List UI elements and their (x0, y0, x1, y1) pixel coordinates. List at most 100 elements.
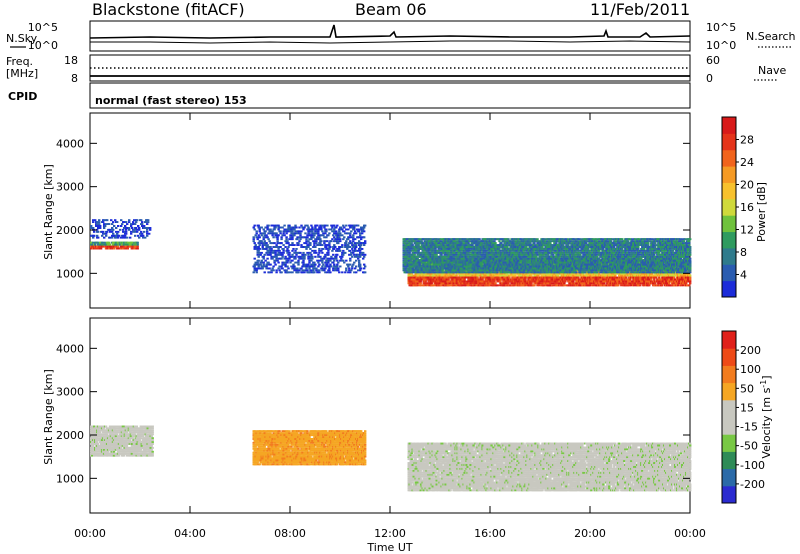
heatmap-cell (97, 237, 99, 239)
freq-tick-bottom: 8 (71, 72, 78, 85)
heatmap-cell (109, 244, 111, 246)
heatmap-cell (564, 281, 566, 283)
heatmap-cell (125, 229, 127, 231)
heatmap-cell (115, 227, 117, 229)
heatmap-cell (577, 277, 579, 279)
heatmap-cell (137, 225, 139, 227)
heatmap-cell (135, 221, 137, 223)
heatmap-cell (94, 219, 96, 221)
heatmap-cell (409, 252, 411, 254)
heatmap-cell (99, 225, 101, 227)
heatmap-cell (127, 248, 129, 250)
heatmap-cell (138, 237, 140, 239)
heatmap-cell (112, 233, 114, 235)
heatmap-cell (668, 282, 670, 284)
heatmap-cell (92, 227, 94, 229)
heatmap-cell (98, 223, 100, 225)
heatmap-cell (149, 229, 151, 231)
heatmap-cell (146, 229, 148, 231)
heatmap-cell (106, 231, 108, 233)
heatmap-cell (96, 235, 98, 237)
heatmap-cell (658, 277, 660, 279)
heatmap-cell (654, 282, 656, 284)
heatmap-cell (412, 244, 414, 246)
heatmap-cell (93, 235, 95, 237)
heatmap-cell (142, 235, 144, 237)
heatmap-cell (639, 284, 641, 286)
heatmap-cell (689, 279, 691, 281)
nave-tick-top: 60 (706, 54, 720, 67)
heatmap-cell (530, 282, 532, 284)
heatmap-cell (116, 221, 118, 223)
heatmap-cell (653, 279, 655, 281)
heatmap-cell (437, 262, 439, 264)
heatmap-cell (138, 229, 140, 231)
heatmap-cell (146, 235, 148, 237)
heatmap-cell (435, 266, 437, 268)
heatmap-cell (629, 279, 631, 281)
heatmap-cell (689, 275, 691, 277)
heatmap-cell (137, 235, 139, 237)
heatmap-cell (120, 219, 122, 221)
power-heatmap-cells (90, 219, 691, 286)
heatmap-cell (90, 225, 92, 227)
heatmap-cell (467, 242, 469, 244)
heatmap-cell (137, 244, 139, 246)
beam-title: Beam 06 (355, 0, 427, 19)
heatmap-cell (446, 268, 448, 270)
heatmap-cell (414, 254, 416, 256)
nsearch-right-tick-top: 10^5 (706, 21, 736, 34)
heatmap-cell (530, 275, 532, 277)
heatmap-cell (93, 231, 95, 233)
heatmap-cell (137, 246, 139, 248)
heatmap-cell (113, 225, 115, 227)
heatmap-cell (421, 240, 423, 242)
heatmap-cell (111, 231, 113, 233)
station-title: Blackstone (fitACF) (92, 0, 245, 19)
heatmap-cell (447, 279, 449, 281)
heatmap-cell (105, 233, 107, 235)
heatmap-cell (102, 221, 104, 223)
heatmap-cell (412, 268, 414, 270)
heatmap-cell (419, 264, 421, 266)
freq-unit-label: [MHz] (6, 67, 38, 80)
heatmap-cell (129, 237, 131, 239)
heatmap-cell (418, 250, 420, 252)
heatmap-cell (124, 235, 126, 237)
heatmap-cell (471, 244, 473, 246)
heatmap-cell (99, 227, 101, 229)
heatmap-cell (140, 219, 142, 221)
heatmap-cell (137, 242, 139, 244)
heatmap-cell (418, 244, 420, 246)
heatmap-cell (617, 284, 619, 286)
heatmap-cell (125, 233, 127, 235)
heatmap-cell (406, 262, 408, 264)
heatmap-cell (481, 279, 483, 281)
heatmap-cell (434, 248, 436, 250)
heatmap-cell (689, 282, 691, 284)
heatmap-cell (101, 235, 103, 237)
heatmap-cell (432, 268, 434, 270)
heatmap-cell (603, 282, 605, 284)
heatmap-cell (440, 254, 442, 256)
heatmap-cell (424, 262, 426, 264)
heatmap-cell (688, 284, 690, 286)
freq-tick-top: 18 (64, 54, 78, 67)
cpid-label: CPID (8, 90, 37, 103)
heatmap-cell (661, 284, 663, 286)
heatmap-cell (134, 223, 136, 225)
heatmap-cell (126, 223, 128, 225)
heatmap-cell (417, 258, 419, 260)
heatmap-cell (92, 237, 94, 239)
heatmap-cell (685, 282, 687, 284)
heatmap-cell (147, 219, 149, 221)
heatmap-cell (128, 221, 130, 223)
heatmap-cell (105, 235, 107, 237)
heatmap-cell (140, 231, 142, 233)
heatmap-cell (467, 268, 469, 270)
heatmap-cell (119, 229, 121, 231)
heatmap-cell (128, 229, 130, 231)
heatmap-cell (108, 223, 110, 225)
heatmap-cell (111, 227, 113, 229)
